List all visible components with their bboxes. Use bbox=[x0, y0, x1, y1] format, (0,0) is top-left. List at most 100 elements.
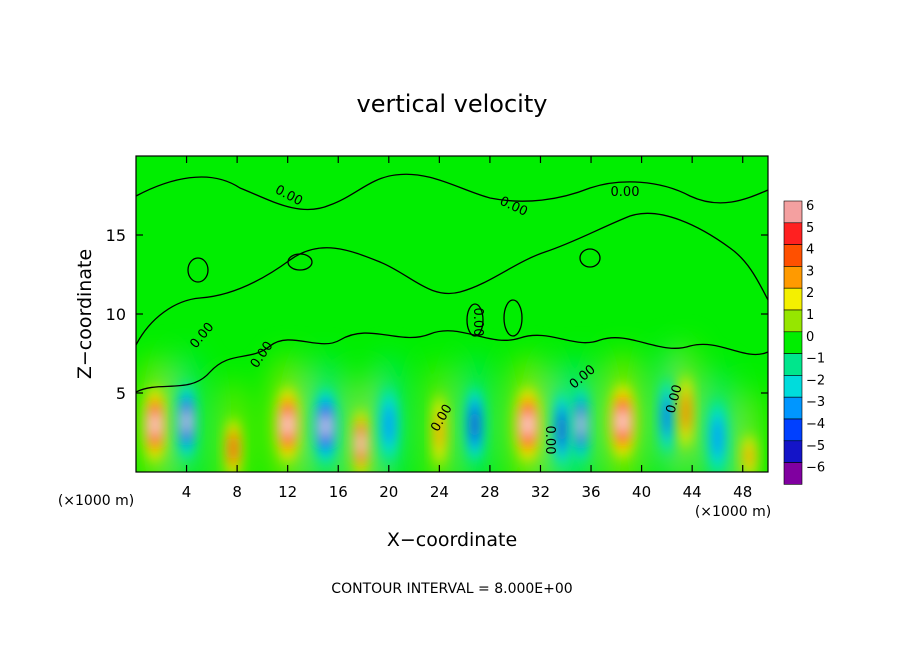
x-tick-label: 40 bbox=[632, 483, 651, 501]
cell-core bbox=[579, 412, 583, 437]
velocity-cell bbox=[352, 407, 370, 472]
colorbar-label: −2 bbox=[806, 373, 825, 388]
cell-band bbox=[712, 417, 723, 458]
contour-ring bbox=[579, 248, 601, 268]
x-tick-label: 20 bbox=[379, 483, 398, 501]
velocity-cell bbox=[707, 397, 728, 472]
colorbar-label: 2 bbox=[806, 286, 814, 301]
contour-lines bbox=[136, 173, 768, 393]
cell-core bbox=[524, 412, 531, 437]
colorbar-swatch bbox=[783, 244, 803, 267]
y-axis: 5 10 15 bbox=[106, 226, 768, 403]
colorbar-swatch bbox=[783, 200, 803, 224]
cell-band bbox=[745, 444, 753, 469]
cell-core bbox=[184, 409, 189, 434]
y-tick-label: 5 bbox=[116, 384, 126, 403]
colorbar-swatch bbox=[783, 462, 803, 485]
velocity-cell bbox=[143, 384, 167, 465]
cell-band bbox=[682, 395, 689, 428]
x-tick-label: 16 bbox=[329, 483, 348, 501]
chart-title: vertical velocity bbox=[357, 90, 548, 118]
cell-band bbox=[230, 437, 237, 459]
footer-note: CONTOUR INTERVAL = 8.000E+00 bbox=[331, 581, 572, 597]
velocity-cell bbox=[553, 389, 571, 470]
velocity-cell bbox=[274, 384, 301, 465]
colorbar-label: −3 bbox=[806, 395, 825, 410]
contour-ring bbox=[503, 299, 523, 337]
contour-label: 0.00 bbox=[611, 185, 640, 200]
contour-line-lower bbox=[136, 330, 768, 393]
x-tick-label: 44 bbox=[683, 483, 702, 501]
cell-core bbox=[619, 409, 626, 434]
cell-band bbox=[383, 404, 394, 445]
colorbar-label: −5 bbox=[806, 439, 825, 454]
velocity-cell bbox=[431, 390, 448, 471]
velocity-cell bbox=[177, 381, 196, 462]
contour-line-upper bbox=[136, 173, 768, 211]
x-tick-label: 28 bbox=[480, 483, 499, 501]
x-tick-label: 32 bbox=[531, 483, 550, 501]
contour-label: 0.00 bbox=[664, 383, 686, 415]
colorbar-label: −6 bbox=[806, 461, 825, 476]
colorbar-swatch bbox=[783, 375, 803, 398]
velocity-cell bbox=[465, 384, 485, 465]
cell-band bbox=[435, 410, 444, 451]
colorbar-label: 3 bbox=[806, 264, 814, 279]
velocity-cell bbox=[378, 384, 400, 465]
velocity-cell bbox=[741, 432, 757, 472]
colorbar-label: −4 bbox=[806, 417, 825, 432]
colorbar-swatch bbox=[783, 287, 803, 311]
cell-band bbox=[663, 400, 670, 433]
y-tick-label: 15 bbox=[106, 226, 126, 245]
cell-core bbox=[284, 412, 291, 437]
x-unit-label-left: (×1000 m) bbox=[58, 493, 134, 509]
contour-label: 0.00 bbox=[542, 426, 557, 455]
x-tick-label: 24 bbox=[430, 483, 449, 501]
contour-ring bbox=[187, 257, 209, 283]
x-tick-label: 8 bbox=[232, 483, 242, 501]
velocity-cell bbox=[608, 381, 637, 462]
contour-ring bbox=[466, 303, 484, 337]
velocity-cell bbox=[514, 384, 542, 465]
x-axis-label: X−coordinate bbox=[387, 529, 517, 551]
cell-band bbox=[559, 416, 565, 443]
contour-ring bbox=[287, 253, 313, 271]
colorbar-swatch bbox=[783, 266, 803, 289]
contour-line-middle bbox=[136, 212, 768, 346]
field-cells bbox=[143, 371, 757, 472]
y-axis-label: Z−coordinate bbox=[74, 249, 96, 379]
plot-area: 0.00 0.000.000.000.000.000.000.000.000.00 bbox=[136, 156, 768, 472]
x-axis: 4 8 12 16 20 24 28 32 36 40 44 48 bbox=[182, 156, 752, 501]
colorbar-label: −1 bbox=[806, 352, 825, 367]
cell-band bbox=[471, 411, 478, 438]
colorbar-label: 6 bbox=[806, 199, 814, 214]
contour-label: 0.00 bbox=[470, 308, 485, 337]
colorbar-label: 0 bbox=[806, 330, 814, 345]
colorbar-swatch bbox=[783, 440, 803, 463]
colorbar-label: 1 bbox=[806, 308, 814, 323]
x-tick-label: 4 bbox=[182, 483, 192, 501]
velocity-cell bbox=[659, 376, 675, 457]
cell-core bbox=[359, 432, 363, 455]
x-tick-label: 36 bbox=[581, 483, 600, 501]
velocity-cell bbox=[224, 416, 242, 472]
y-tick-label: 10 bbox=[106, 305, 126, 324]
x-tick-label: 12 bbox=[278, 483, 297, 501]
velocity-cell bbox=[573, 384, 589, 465]
colorbar-swatch bbox=[783, 331, 803, 354]
cell-core bbox=[322, 414, 329, 439]
x-tick-label: 48 bbox=[733, 483, 752, 501]
x-unit-label-right: (×1000 m) bbox=[695, 504, 771, 520]
colorbar-label: 5 bbox=[806, 221, 814, 236]
colorbar-swatch bbox=[783, 309, 803, 333]
colorbar: 6 5 4 3 2 1 0 −1 −2 −3 −4 −5 −6 bbox=[783, 199, 825, 485]
colorbar-swatch bbox=[783, 222, 803, 245]
colorbar-label: 4 bbox=[806, 243, 814, 258]
velocity-cell bbox=[313, 386, 338, 467]
velocity-cell bbox=[678, 371, 694, 452]
colorbar-swatch bbox=[783, 353, 803, 376]
colorbar-swatch bbox=[783, 418, 803, 442]
cell-core bbox=[152, 412, 158, 437]
colorbar-swatch bbox=[783, 396, 803, 420]
